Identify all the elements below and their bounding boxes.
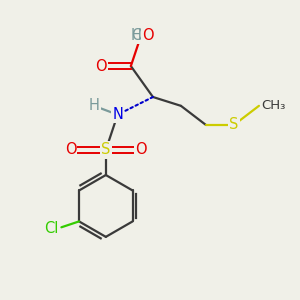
Text: N: N	[112, 107, 123, 122]
Text: OH: OH	[131, 28, 154, 43]
Text: S: S	[229, 118, 239, 133]
Text: S: S	[101, 142, 110, 158]
Text: O: O	[142, 28, 154, 43]
Text: H: H	[130, 28, 141, 43]
Text: O: O	[65, 142, 76, 158]
Text: CH₃: CH₃	[261, 99, 286, 112]
Text: O: O	[96, 58, 107, 74]
Text: H: H	[88, 98, 100, 113]
Text: Cl: Cl	[44, 221, 58, 236]
Text: O: O	[135, 142, 147, 158]
